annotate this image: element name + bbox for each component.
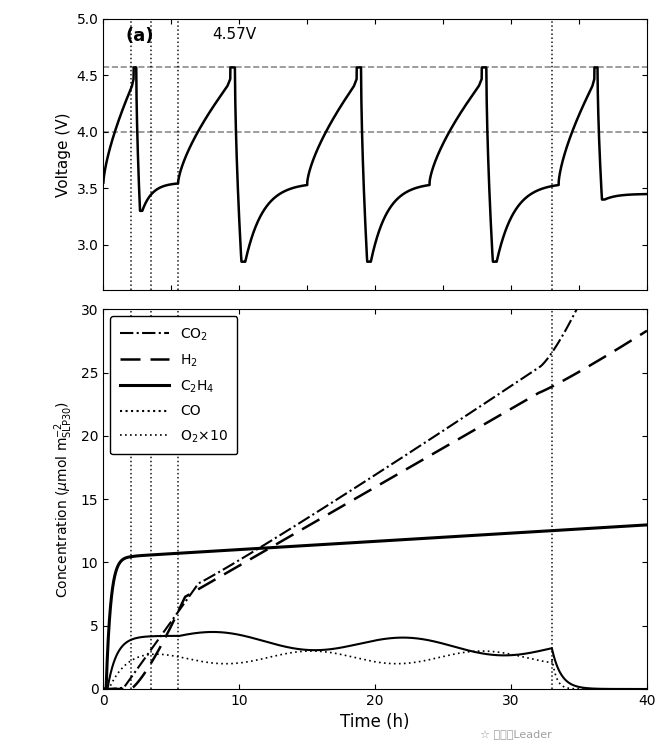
C$_2$H$_4$ [308, 541, 316, 550]
CO$_2$ [632, 165, 640, 174]
Line: CO: CO [103, 632, 647, 689]
H$_2$ [643, 326, 651, 335]
C$_2$H$_4$ [331, 539, 340, 548]
CO$_2$ [193, 580, 201, 589]
CO$_2$ [574, 303, 582, 312]
Line: H$_2$: H$_2$ [103, 331, 647, 689]
CO [632, 684, 640, 694]
H$_2$ [574, 368, 582, 377]
O$_2$$\times$10 [331, 649, 340, 658]
H$_2$ [193, 585, 201, 594]
O$_2$$\times$10 [643, 684, 651, 694]
H$_2$ [632, 333, 640, 342]
CO [99, 684, 107, 694]
H$_2$ [308, 519, 316, 528]
Line: C$_2$H$_4$: C$_2$H$_4$ [103, 525, 647, 689]
Y-axis label: Voltage (V): Voltage (V) [56, 112, 71, 197]
CO [209, 627, 217, 636]
CO [643, 684, 651, 694]
C$_2$H$_4$ [161, 550, 169, 559]
CO$_2$ [643, 137, 651, 146]
CO$_2$ [331, 496, 340, 505]
O$_2$$\times$10 [632, 684, 640, 694]
C$_2$H$_4$ [574, 525, 582, 534]
O$_2$$\times$10 [99, 684, 107, 694]
Legend: CO$_2$, H$_2$, C$_2$H$_4$, CO, O$_2$$\times$10: CO$_2$, H$_2$, C$_2$H$_4$, CO, O$_2$$\ti… [110, 316, 237, 454]
C$_2$H$_4$ [99, 684, 107, 694]
Y-axis label: Concentration ($\mu$mol m$^{-2}_{\mathrm{SLP30}}$): Concentration ($\mu$mol m$^{-2}_{\mathrm… [53, 401, 75, 598]
X-axis label: Time (h): Time (h) [340, 713, 410, 731]
H$_2$ [331, 505, 340, 514]
C$_2$H$_4$ [193, 547, 201, 556]
O$_2$$\times$10 [161, 650, 169, 659]
O$_2$$\times$10 [308, 647, 316, 656]
C$_2$H$_4$ [632, 521, 640, 530]
Text: (a): (a) [125, 27, 153, 45]
CO [193, 628, 201, 637]
CO [574, 682, 582, 691]
O$_2$$\times$10 [193, 656, 201, 665]
CO$_2$ [99, 684, 107, 694]
Text: (b): (b) [117, 321, 146, 339]
Line: CO$_2$: CO$_2$ [103, 142, 647, 689]
Text: ☆ 新能源Leader: ☆ 新能源Leader [480, 730, 552, 740]
CO [161, 632, 169, 641]
CO [331, 644, 340, 653]
C$_2$H$_4$ [643, 520, 651, 529]
H$_2$ [161, 633, 169, 642]
CO$_2$ [161, 625, 169, 634]
Line: O$_2$$\times$10: O$_2$$\times$10 [103, 651, 647, 689]
O$_2$$\times$10 [478, 647, 486, 656]
O$_2$$\times$10 [574, 684, 582, 694]
CO$_2$ [308, 511, 316, 520]
CO [308, 645, 316, 654]
H$_2$ [99, 684, 107, 694]
Text: 4.57V: 4.57V [212, 27, 256, 42]
